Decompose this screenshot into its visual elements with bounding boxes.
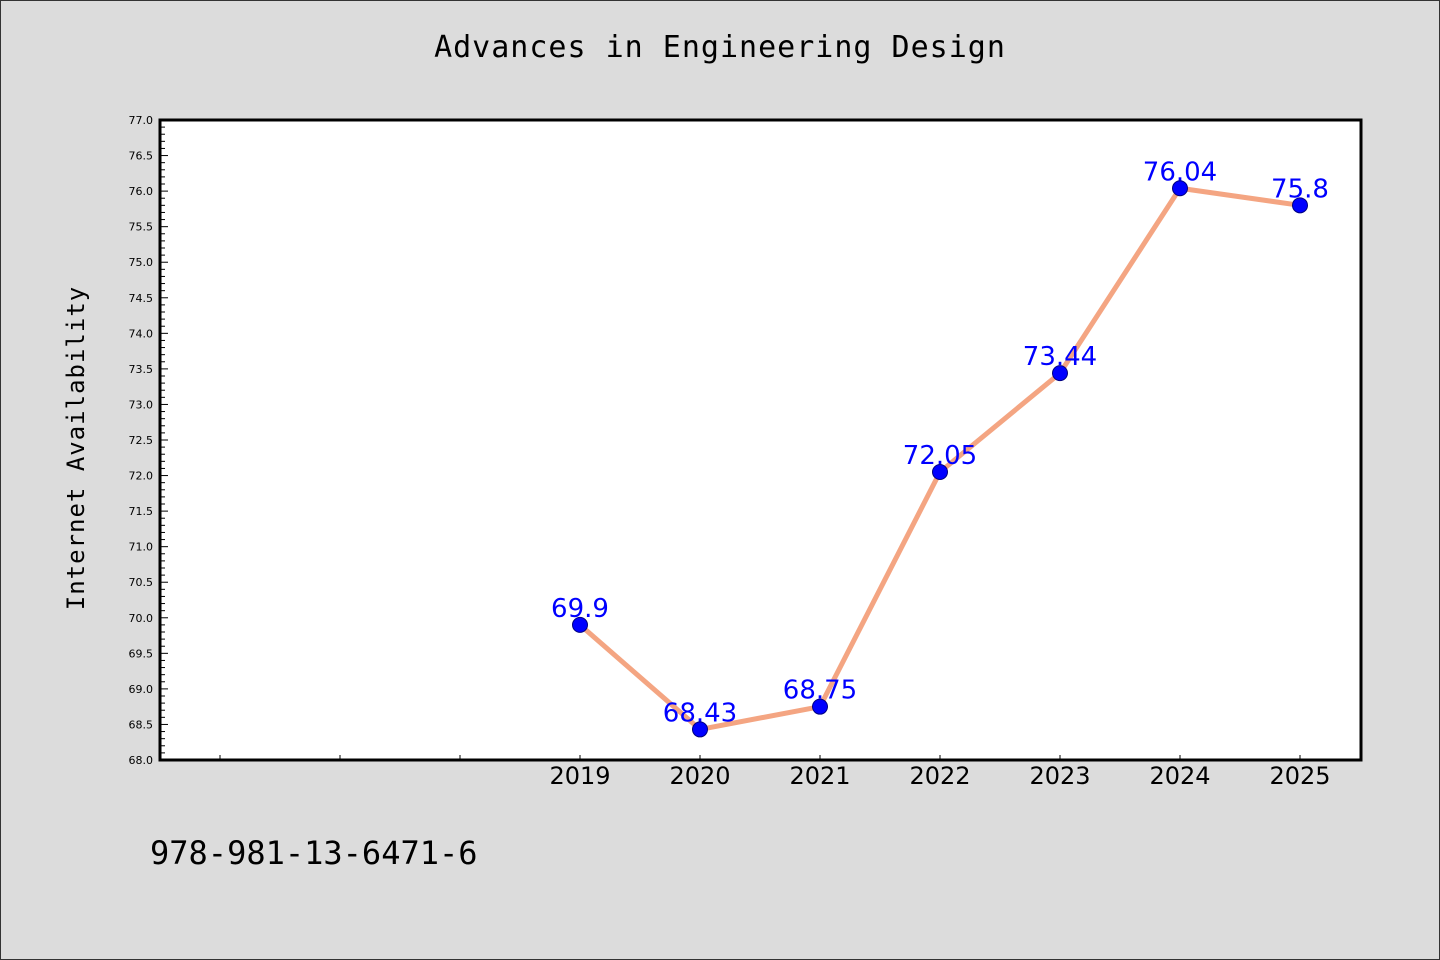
data-label: 69.9 [551, 594, 609, 624]
x-axis: 2019 2020 2021 2022 2023 2024 2025 [219, 755, 1331, 790]
y-tick-label: 70.0 [129, 612, 154, 625]
data-label: 75.8 [1271, 174, 1329, 204]
chart-title: Advances in Engineering Design [434, 30, 1006, 65]
data-point [572, 616, 588, 633]
data-point [1052, 365, 1068, 382]
y-tick-label: 73.0 [129, 398, 154, 411]
y-tick-label: 72.5 [129, 434, 154, 447]
y-tick-label: 77.0 [129, 114, 154, 127]
y-tick-label: 74.5 [129, 292, 154, 305]
isbn-text: 978-981-13-6471-6 [150, 834, 478, 872]
data-label: 76.04 [1143, 157, 1217, 187]
y-tick-label: 74.0 [129, 327, 154, 340]
y-tick-label: 69.0 [129, 683, 154, 696]
data-label: 68.43 [663, 698, 737, 728]
x-tick-label: 2023 [1029, 762, 1090, 790]
y-tick-label: 68.0 [129, 754, 154, 767]
data-point [812, 698, 828, 715]
x-tick-label: 2022 [909, 762, 970, 790]
y-tick-label: 68.5 [129, 718, 154, 731]
data-labels: 69.9 68.43 68.75 72.05 73.44 76.04 75.8 [551, 157, 1329, 728]
y-tick-label: 76.5 [129, 150, 154, 163]
data-label: 72.05 [903, 441, 977, 471]
y-tick-label: 76.0 [129, 185, 154, 198]
y-tick-label: 71.5 [129, 505, 154, 518]
y-axis: 68.0 68.5 69.0 69.5 70.0 70.5 71.0 71.5 72.0 72.5… [129, 114, 168, 767]
plot-frame [158, 118, 1363, 762]
y-tick-label: 75.5 [129, 221, 154, 234]
x-tick-label: 2019 [549, 762, 610, 790]
data-label: 73.44 [1023, 342, 1097, 372]
x-tick-label: 2021 [789, 762, 850, 790]
x-tick-label: 2020 [669, 762, 730, 790]
data-label: 68.75 [783, 676, 857, 706]
x-tick-label: 2025 [1269, 762, 1330, 790]
y-tick-label: 69.5 [129, 647, 154, 660]
data-point [692, 721, 708, 738]
data-point [932, 464, 948, 480]
y-tick-label: 72.0 [129, 470, 154, 483]
data-point [1172, 180, 1188, 197]
x-tick-label: 2024 [1149, 762, 1210, 790]
data-points [572, 180, 1308, 738]
y-tick-label: 70.5 [129, 576, 154, 589]
y-tick-label: 75.0 [129, 256, 154, 269]
data-point [1292, 197, 1308, 214]
y-tick-label: 71.0 [129, 541, 154, 554]
y-tick-label: 73.5 [129, 363, 154, 376]
plot-area [160, 120, 1361, 760]
